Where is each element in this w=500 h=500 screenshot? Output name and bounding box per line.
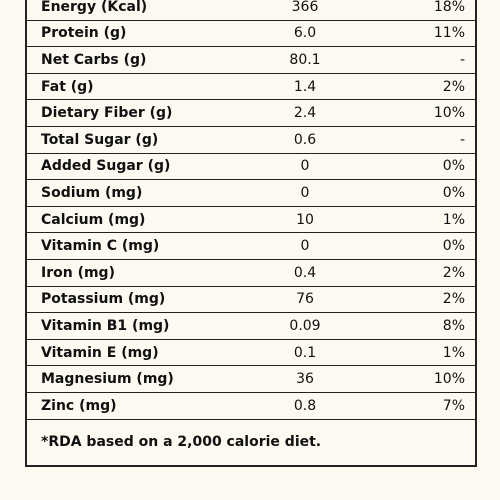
nutrient-rda: 0% xyxy=(367,153,475,181)
nutrient-name: Iron (mg) xyxy=(27,259,243,287)
table-row: Added Sugar (g) 0 0% xyxy=(27,153,475,181)
nutrient-rda: 1% xyxy=(367,339,475,367)
rda-footnote: *RDA based on a 2,000 calorie diet. xyxy=(41,433,322,450)
nutrient-rda: 0% xyxy=(367,179,475,207)
nutrient-amount: 0.09 xyxy=(243,312,367,340)
nutrient-name: Protein (g) xyxy=(27,20,243,48)
nutrient-rda: 7% xyxy=(367,392,475,420)
nutrient-rda: 11% xyxy=(367,20,475,48)
nutrient-rda: 2% xyxy=(367,286,475,314)
nutrient-name: Fat (g) xyxy=(27,73,243,101)
table-row: Net Carbs (g) 80.1- xyxy=(27,46,475,74)
nutrient-name: Sodium (mg) xyxy=(27,179,243,207)
table-row: Vitamin B1 (mg) 0.09 8% xyxy=(27,312,475,340)
nutrient-rda: 0% xyxy=(367,232,475,260)
nutrient-name: Zinc (mg) xyxy=(27,392,243,420)
table-row: Total Sugar (g) 0.6- xyxy=(27,126,475,154)
table-row: Vitamin C (mg) 0 0% xyxy=(27,232,475,260)
table-row: Calcium (mg) 10 1% xyxy=(27,206,475,234)
table-row: Sodium (mg) 0 0% xyxy=(27,179,475,207)
nutrient-amount: 36 xyxy=(243,365,367,393)
table-row: Iron (mg) 0.4 2% xyxy=(27,259,475,287)
nutrient-amount: 76 xyxy=(243,286,367,314)
nutrient-name: Added Sugar (g) xyxy=(27,153,243,181)
table-row: Dietary Fiber (g) 2.4 10% xyxy=(27,99,475,127)
nutrient-amount: 0.4 xyxy=(243,259,367,287)
nutrient-amount: 0 xyxy=(243,232,367,260)
table-row: Protein (g) 6.0 11% xyxy=(27,20,475,48)
nutrient-name: Magnesium (mg) xyxy=(27,365,243,393)
nutrient-name: Potassium (mg) xyxy=(27,286,243,314)
nutrient-rda: 10% xyxy=(367,365,475,393)
table-row: Potassium (mg) 76 2% xyxy=(27,286,475,314)
nutrient-rda: - xyxy=(367,126,475,154)
table-row: Zinc (mg) 0.8 7% xyxy=(27,392,475,420)
nutrition-rows: Energy (Kcal) 366 18% Protein (g) 6.0 11% Net … xyxy=(27,0,475,420)
table-row: Energy (Kcal) 366 18% xyxy=(27,0,475,21)
nutrient-amount: 80.1 xyxy=(243,46,367,74)
nutrition-grid: Energy (Kcal) 366 18% Protein (g) 6.0 11% Net … xyxy=(27,0,475,420)
table-row: Fat (g) 1.4 2% xyxy=(27,73,475,101)
nutrient-name: Dietary Fiber (g) xyxy=(27,99,243,127)
nutrient-amount: 1.4 xyxy=(243,73,367,101)
nutrient-amount: 366 xyxy=(243,0,367,21)
nutrient-name: Net Carbs (g) xyxy=(27,46,243,74)
nutrient-name: Vitamin B1 (mg) xyxy=(27,312,243,340)
nutrient-name: Calcium (mg) xyxy=(27,206,243,234)
nutrient-rda: 8% xyxy=(367,312,475,340)
nutrient-amount: 0 xyxy=(243,153,367,181)
nutrient-amount: 0.1 xyxy=(243,339,367,367)
nutrient-rda: 18% xyxy=(367,0,475,21)
nutrient-rda: 2% xyxy=(367,259,475,287)
nutrient-rda: 2% xyxy=(367,73,475,101)
nutrient-amount: 0.8 xyxy=(243,392,367,420)
nutrient-amount: 0 xyxy=(243,179,367,207)
nutrition-table: Energy (Kcal) 366 18% Protein (g) 6.0 11% Net … xyxy=(25,0,477,467)
nutrient-rda: 10% xyxy=(367,99,475,127)
nutrient-amount: 6.0 xyxy=(243,20,367,48)
nutrient-name: Vitamin C (mg) xyxy=(27,232,243,260)
nutrient-amount: 2.4 xyxy=(243,99,367,127)
nutrient-rda: - xyxy=(367,46,475,74)
table-row: Magnesium (mg) 36 10% xyxy=(27,365,475,393)
nutrient-rda: 1% xyxy=(367,206,475,234)
nutrient-name: Energy (Kcal) xyxy=(27,0,243,21)
nutrient-name: Vitamin E (mg) xyxy=(27,339,243,367)
nutrient-amount: 10 xyxy=(243,206,367,234)
nutrient-amount: 0.6 xyxy=(243,126,367,154)
nutrient-name: Total Sugar (g) xyxy=(27,126,243,154)
table-row: Vitamin E (mg) 0.1 1% xyxy=(27,339,475,367)
